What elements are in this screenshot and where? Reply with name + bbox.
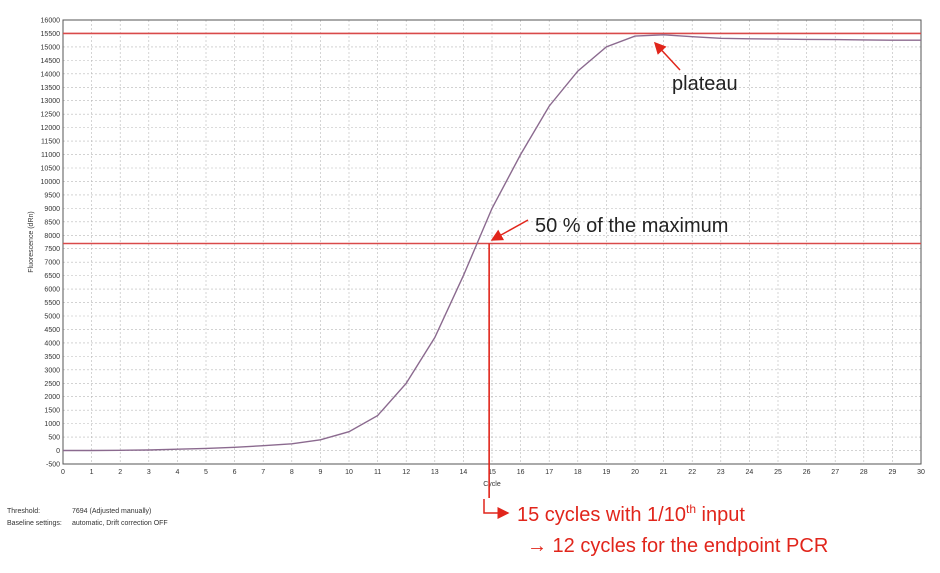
x-tick-label: 4 xyxy=(175,469,179,476)
y-tick-label: 2500 xyxy=(44,381,60,388)
half-max-label: 50 % of the maximum xyxy=(535,215,728,237)
cycles-line-1-prefix: 15 cycles with 1/10 xyxy=(517,504,686,526)
threshold-value: 7694 (Adjusted manually) xyxy=(72,508,151,515)
x-tick-label: 11 xyxy=(374,469,381,476)
y-tick-label: 500 xyxy=(48,435,60,442)
x-tick-label: 0 xyxy=(61,469,65,476)
x-tick-label: 18 xyxy=(574,469,582,476)
x-tick-label: 21 xyxy=(660,469,668,476)
y-tick-label: -500 xyxy=(46,462,60,469)
plot-frame xyxy=(62,19,922,465)
x-tick-label: 19 xyxy=(603,469,611,476)
x-tick-label: 6 xyxy=(233,469,237,476)
x-tick-label: 24 xyxy=(746,469,754,476)
y-axis-label: Fluorescence (dRn) xyxy=(28,211,35,272)
x-tick-label: 27 xyxy=(831,469,839,476)
x-tick-label: 29 xyxy=(889,469,897,476)
x-tick-label: 8 xyxy=(290,469,294,476)
x-tick-label: 16 xyxy=(517,469,525,476)
x-tick-label: 28 xyxy=(860,469,868,476)
plateau-label: plateau xyxy=(672,73,738,95)
y-tick-label: 13000 xyxy=(41,98,61,105)
x-tick-label: 7 xyxy=(261,469,265,476)
y-tick-label: 0 xyxy=(56,448,60,455)
y-tick-label: 7000 xyxy=(44,260,60,267)
threshold-label: Threshold: xyxy=(7,508,40,515)
y-tick-label: 12000 xyxy=(41,125,61,132)
x-tick-label: 1 xyxy=(90,469,94,476)
y-tick-label: 5000 xyxy=(44,314,60,321)
y-tick-label: 6000 xyxy=(44,287,60,294)
x-tick-label: 14 xyxy=(460,469,468,476)
x-tick-label: 30 xyxy=(917,469,925,476)
x-tick-label: 5 xyxy=(204,469,208,476)
y-tick-label: 14500 xyxy=(41,58,61,65)
y-tick-label: 6500 xyxy=(44,273,60,280)
x-tick-label: 23 xyxy=(717,469,725,476)
x-tick-label: 22 xyxy=(688,469,696,476)
baseline-label: Baseline settings: xyxy=(7,520,62,527)
y-tick-label: 9000 xyxy=(44,206,60,213)
y-tick-label: 2000 xyxy=(44,394,60,401)
x-tick-label: 12 xyxy=(402,469,410,476)
baseline-value: automatic, Drift correction OFF xyxy=(72,520,168,527)
x-tick-labels: 0 1 2 3 4 5 6 7 8 9 10 11 12 13 14 15 16 17 18 19 20 21 22 23 24… xyxy=(61,469,925,476)
cycles-line-1-sup: th xyxy=(686,502,696,516)
reference-lines xyxy=(63,32,921,498)
y-tick-label: 14000 xyxy=(41,71,61,78)
y-tick-label: 16000 xyxy=(41,18,61,25)
x-tick-label: 10 xyxy=(345,469,353,476)
y-tick-label: 15500 xyxy=(41,31,61,38)
amplification-curve xyxy=(63,34,921,452)
y-tick-label: 4500 xyxy=(44,327,60,334)
cycles-line-1: 15 cycles with 1/10th input xyxy=(517,502,745,526)
x-tick-label: 2 xyxy=(118,469,122,476)
cycles-line-2: → 12 cycles for the endpoint PCR xyxy=(527,535,828,557)
half-max-arrow xyxy=(490,219,529,241)
y-tick-label: 13500 xyxy=(41,85,61,92)
y-tick-label: 11000 xyxy=(41,152,60,159)
y-tick-label: 15000 xyxy=(41,44,61,51)
y-tick-label: 4000 xyxy=(44,340,60,347)
endpoint-corner-arrow xyxy=(483,499,510,519)
grid-layer xyxy=(62,19,922,465)
y-tick-labels: 1600015500150001450014000135001300012500… xyxy=(41,18,61,469)
x-tick-label: 25 xyxy=(774,469,782,476)
x-axis-label: Cycle xyxy=(483,481,501,488)
x-tick-label: 17 xyxy=(545,469,553,476)
y-tick-label: 9500 xyxy=(44,192,60,199)
y-tick-label: 8500 xyxy=(44,219,60,226)
y-tick-label: 5500 xyxy=(44,300,60,307)
y-tick-label: 7500 xyxy=(44,246,60,253)
y-tick-label: 3500 xyxy=(44,354,60,361)
series-layer xyxy=(63,34,921,452)
plateau-arrow xyxy=(653,41,681,71)
y-tick-label: 3000 xyxy=(44,367,60,374)
x-tick-label: 26 xyxy=(803,469,811,476)
y-tick-label: 11500 xyxy=(41,139,60,146)
x-tick-label: 3 xyxy=(147,469,151,476)
x-tick-label: 9 xyxy=(318,469,322,476)
x-tick-label: 13 xyxy=(431,469,439,476)
y-tick-label: 10500 xyxy=(41,166,61,173)
y-tick-label: 1500 xyxy=(44,408,60,415)
y-tick-label: 8000 xyxy=(44,233,60,240)
y-tick-label: 12500 xyxy=(41,112,61,119)
cycles-line-1-suffix: input xyxy=(696,504,745,526)
x-tick-label: 15 xyxy=(488,469,496,476)
y-tick-label: 1000 xyxy=(44,421,60,428)
x-tick-label: 20 xyxy=(631,469,639,476)
y-tick-label: 10000 xyxy=(41,179,61,186)
